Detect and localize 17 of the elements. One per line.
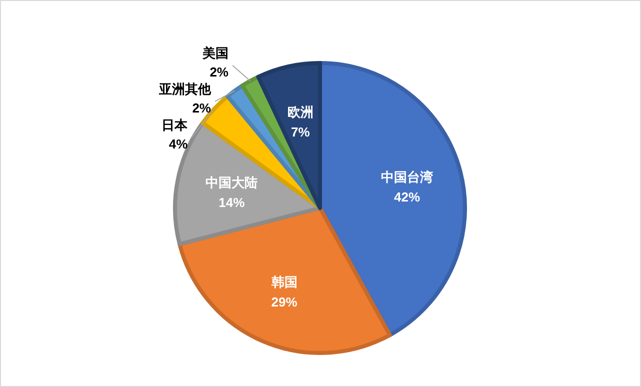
pie-slice: [178, 206, 392, 355]
data-label: 14%: [218, 195, 246, 210]
slice-label: 中国台湾: [381, 170, 434, 185]
data-label: 7%: [290, 124, 310, 140]
data-label: 42%: [394, 190, 421, 205]
slice-label: 韩国: [270, 274, 298, 290]
data-label: 4%: [168, 136, 188, 152]
data-label: 2%: [210, 64, 229, 80]
slice-label: 亚洲其他: [158, 81, 212, 96]
pie-slice: [318, 61, 467, 338]
data-label: 29%: [271, 294, 298, 310]
slice-label: 中国大陆: [206, 175, 258, 190]
slice-label: 美国: [202, 45, 229, 60]
data-label: 2%: [192, 100, 212, 116]
pie-slice: [256, 61, 322, 210]
slice-label: 日本: [162, 117, 189, 132]
slice-label: 欧洲: [287, 104, 314, 120]
